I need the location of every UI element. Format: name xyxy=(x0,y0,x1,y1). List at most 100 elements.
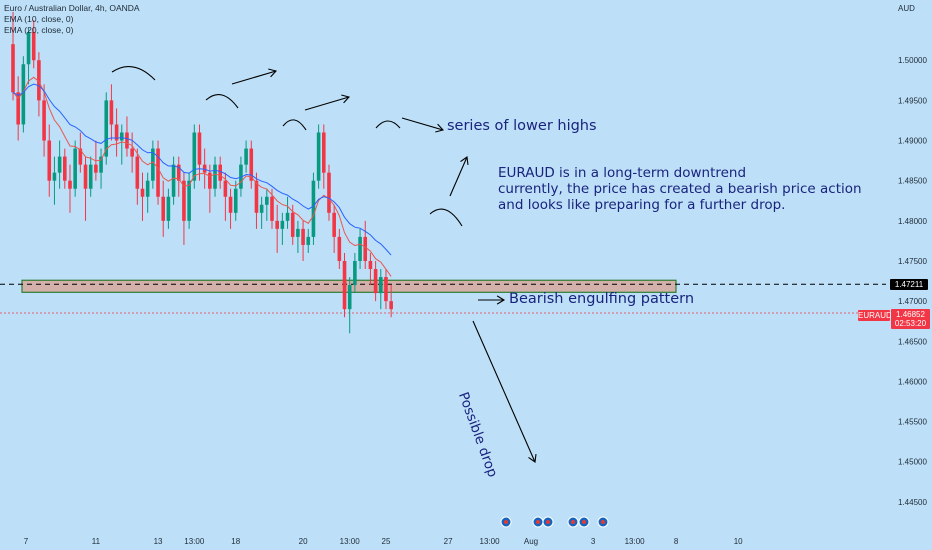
candle xyxy=(161,180,166,237)
candle xyxy=(16,76,20,141)
candle xyxy=(26,28,31,85)
candle-body xyxy=(192,132,197,181)
arrow xyxy=(478,295,506,305)
bar-timer-tag: 02:53:20 xyxy=(891,319,930,329)
arrow xyxy=(304,94,351,111)
time-tick-label: 3 xyxy=(591,537,596,546)
candle-body xyxy=(119,132,124,141)
candle xyxy=(265,188,269,221)
candle xyxy=(342,252,347,318)
price-tick-label: 1.45000 xyxy=(898,458,927,467)
arrow-shaft xyxy=(304,96,350,111)
price-tick-label: 1.46500 xyxy=(898,337,927,346)
candle-body xyxy=(301,228,305,245)
candle-body xyxy=(223,180,228,197)
candle xyxy=(119,124,124,165)
candle xyxy=(130,132,134,173)
candle-body xyxy=(78,148,83,165)
candle xyxy=(208,164,212,213)
candle-body xyxy=(306,236,311,245)
axis-currency-label: AUD xyxy=(898,4,915,13)
candle-body xyxy=(88,164,93,189)
candle-body xyxy=(197,132,202,165)
candle-body xyxy=(290,212,295,237)
time-tick-label: 11 xyxy=(92,537,101,546)
candle xyxy=(31,20,36,69)
candles-layer xyxy=(11,12,393,334)
candle-body xyxy=(187,180,191,221)
price-tick-label: 1.48000 xyxy=(898,217,927,226)
candle-body xyxy=(280,220,285,229)
arrow-shaft xyxy=(231,70,277,85)
candle-body xyxy=(47,140,52,181)
candle-body xyxy=(244,148,248,165)
time-tick-label: 20 xyxy=(299,537,308,546)
price-axis: 1.50000 1.49500 1.49000 1.48500 1.48000 1.475… xyxy=(898,4,927,507)
arrow xyxy=(401,117,445,133)
arrow-head xyxy=(341,94,351,104)
candle-body xyxy=(368,260,373,270)
candle-body xyxy=(57,156,62,173)
candle xyxy=(311,172,316,245)
candle-body xyxy=(358,236,362,261)
annotation-lower-highs: series of lower highs xyxy=(447,118,597,134)
event-flag-icon xyxy=(500,516,512,528)
candle-body xyxy=(202,164,207,173)
candle-body xyxy=(171,164,176,197)
candle-body xyxy=(233,188,238,213)
candle xyxy=(301,220,305,261)
candle-body xyxy=(21,64,26,125)
event-flag-icon xyxy=(597,516,609,528)
arrow-head xyxy=(268,68,278,78)
candle xyxy=(306,228,311,253)
candle-body xyxy=(11,44,15,93)
candle xyxy=(125,116,129,157)
price-tick-label: 1.49000 xyxy=(898,137,927,146)
annotation-downtrend: EURAUD is in a long-term downtrend curre… xyxy=(498,165,862,213)
price-tick-label: 1.45500 xyxy=(898,418,927,427)
candle-body xyxy=(259,204,264,213)
candle-body xyxy=(151,148,155,181)
time-tick-label: 13:00 xyxy=(625,537,646,546)
price-tick-label: 1.47500 xyxy=(898,257,927,266)
symbol-title: Euro / Australian Dollar, 4h, OANDA xyxy=(4,3,140,13)
candle xyxy=(353,252,357,294)
time-tick-label: 10 xyxy=(734,537,743,546)
event-flag-dot xyxy=(571,520,575,524)
candle-body xyxy=(37,60,41,101)
annotation-downtrend-line2: currently, the price has created a beari… xyxy=(498,181,862,197)
lower-high-arc xyxy=(375,120,401,129)
candle-body xyxy=(156,148,160,197)
candle xyxy=(363,220,368,270)
arrow xyxy=(231,68,278,85)
ema20-legend: EMA (20, close, 0) xyxy=(4,25,74,35)
time-tick-label: 7 xyxy=(24,537,29,546)
candle-body xyxy=(239,164,243,189)
candle-body xyxy=(125,132,129,149)
candle xyxy=(213,156,217,197)
candle-body xyxy=(363,236,368,261)
candle xyxy=(347,277,352,334)
candle-body xyxy=(166,196,171,221)
candle xyxy=(296,220,300,253)
zone-layer xyxy=(0,279,886,314)
candle xyxy=(332,204,336,253)
candle xyxy=(78,132,83,173)
candle xyxy=(378,269,383,310)
candle-body xyxy=(114,124,119,141)
candle xyxy=(223,172,228,221)
candle xyxy=(73,140,77,197)
candle-body xyxy=(83,164,88,189)
candle xyxy=(182,172,186,245)
candle-body xyxy=(389,301,393,310)
candle xyxy=(57,140,62,189)
candle-body xyxy=(332,212,336,237)
candle-body xyxy=(373,269,378,294)
candle-body xyxy=(218,164,222,181)
candle-body xyxy=(52,172,57,181)
candle xyxy=(83,156,88,221)
arrow-head xyxy=(435,123,445,133)
candle-body xyxy=(42,100,46,141)
candle xyxy=(47,124,52,197)
